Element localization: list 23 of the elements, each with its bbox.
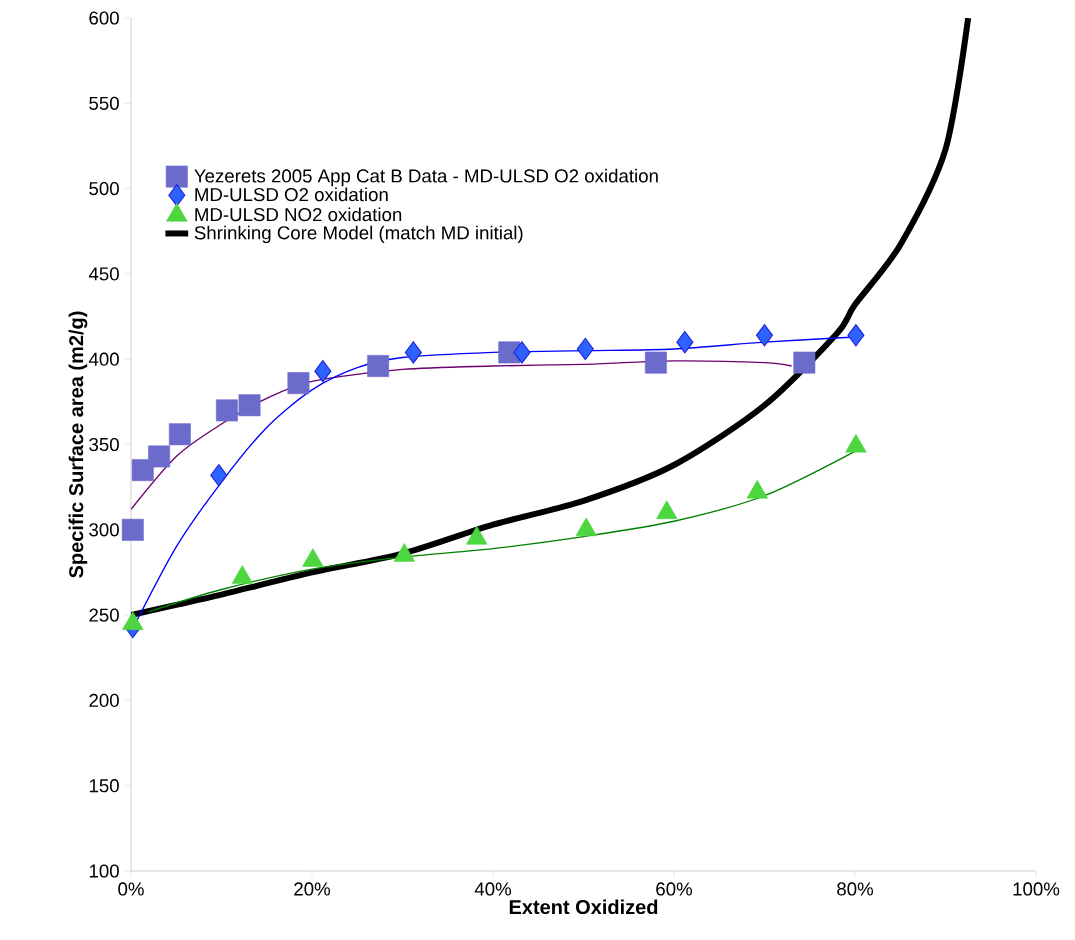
x-axis-title: Extent Oxidized: [509, 899, 658, 915]
y-tick-label: 150: [89, 779, 119, 793]
x-tick-label: 100%: [1013, 882, 1060, 896]
y-tick-label: 550: [89, 96, 119, 110]
x-tick-label: 20%: [294, 882, 331, 896]
x-tick-label: 40%: [474, 882, 512, 896]
legend-label: Yezerets 2005 App Cat B Data - MD-ULSD O2 oxidation: [194, 168, 658, 187]
y-axis-title: Specific Surface area (m2/g): [68, 311, 88, 578]
legend-label: Shrinking Core Model (match MD initial): [194, 225, 523, 244]
y-tick-label: 350: [89, 437, 119, 452]
y-tick-label: 400: [88, 352, 119, 366]
y-tick-label: 600: [89, 11, 119, 25]
x-tick-label: 0%: [118, 882, 144, 896]
legend-label: MD-ULSD NO2 oxidation: [195, 207, 402, 222]
y-tick-label: 300: [89, 523, 119, 537]
y-tick-label: 500: [89, 181, 119, 196]
x-tick-label: 80%: [837, 882, 874, 896]
y-tick-label: 100: [89, 864, 119, 878]
x-tick-label: 60%: [656, 882, 693, 896]
y-tick-label: 450: [88, 267, 119, 281]
y-tick-label: 250: [89, 608, 119, 622]
y-tick-label: 200: [89, 693, 119, 708]
legend-label: MD-ULSD O2 oxidation: [195, 187, 388, 202]
